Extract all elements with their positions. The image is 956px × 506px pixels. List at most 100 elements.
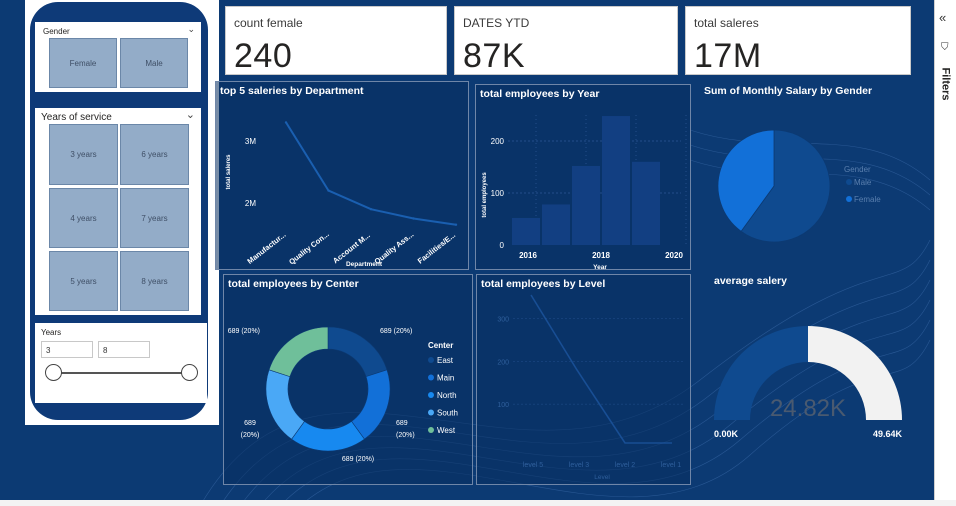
top5-xtick: Manufactur... — [245, 230, 287, 266]
by-gender-legend-marker — [846, 196, 852, 202]
by-center-legend-title: Center — [428, 341, 453, 350]
by-center-slice-east — [327, 326, 388, 378]
service-option-6[interactable]: 6 years — [120, 124, 189, 185]
top5-ytick: 3M — [245, 137, 256, 146]
by-center-data-label: 689 — [244, 420, 256, 427]
kpi-count-female-label: count female — [234, 16, 303, 30]
by-gender-title: Sum of Monthly Salary by Gender — [704, 85, 873, 97]
filters-pane[interactable]: « ⛉ Filters — [934, 0, 956, 506]
by-level-xtick: level 5 — [523, 462, 543, 469]
top5-point — [369, 208, 373, 211]
years-slider-min-handle[interactable] — [45, 364, 62, 381]
by-center-slice-main — [351, 369, 391, 440]
by-level-xtick: level 2 — [615, 462, 635, 469]
top5-salaries-visual[interactable]: top 5 saleries by Department 3M 2M Manufac… — [215, 81, 469, 270]
chevron-down-icon[interactable]: ⌄ — [187, 24, 195, 34]
top5-ylabel: total saleres — [226, 154, 232, 190]
by-year-xtick: 2020 — [665, 251, 683, 260]
kpi-count-female-value: 240 — [234, 37, 293, 75]
employees-by-year-visual[interactable]: total employees by Year 200 100 0 2016 2018 2… — [475, 84, 691, 271]
years-slicer-title: Years — [41, 328, 62, 337]
service-option-5[interactable]: 5 years — [49, 251, 118, 311]
avg-salary-max-label: 49.64K — [873, 429, 903, 439]
gender-option-female[interactable]: Female — [49, 38, 117, 88]
top5-point — [327, 189, 330, 192]
avg-salary-gauge-remainder — [808, 326, 902, 420]
kpi-count-female: count female 240 — [225, 6, 447, 75]
by-center-slice-north — [291, 420, 365, 452]
by-level-ytick: 200 — [497, 359, 509, 366]
gender-option-male[interactable]: Male — [120, 38, 188, 88]
by-year-bar — [602, 116, 630, 245]
by-year-bar — [572, 165, 600, 245]
service-option-4[interactable]: 4 years — [49, 188, 118, 248]
by-center-data-label: 689 (20%) — [228, 328, 260, 335]
gender-slicer-title: Gender — [43, 27, 70, 36]
salary-by-gender-visual[interactable]: Sum of Monthly Salary by Gender Gender Ma… — [698, 82, 912, 250]
years-of-service-title: Years of service — [41, 112, 112, 123]
by-gender-legend-label: Female — [854, 195, 881, 204]
kpi-total-salaries-label: total saleres — [694, 16, 759, 30]
avg-salary-gauge: 24.82K 0.00K 49.64K — [714, 326, 903, 439]
service-option-8[interactable]: 8 years — [120, 251, 189, 311]
by-year-title: total employees by Year — [480, 88, 600, 100]
top5-ytick: 2M — [245, 199, 256, 208]
by-year-ylabel: total employees — [482, 172, 488, 218]
by-center-legend-label: North — [437, 391, 457, 400]
kpi-dates-ytd-value: 87K — [463, 37, 525, 75]
avg-salary-min-label: 0.00K — [714, 429, 739, 439]
years-slider-max-handle[interactable] — [181, 364, 198, 381]
by-center-data-label: 689 (20%) — [342, 456, 374, 463]
by-center-data-label: 689 — [396, 420, 408, 427]
employees-by-center-visual[interactable]: total employees by Center 689 (20%) 689 (… — [223, 274, 473, 485]
avg-salary-gauge-fill — [714, 326, 808, 420]
filters-label: Filters — [939, 67, 952, 101]
kpi-total-salaries-value: 17M — [694, 37, 762, 75]
years-min-input[interactable]: 3 — [41, 341, 93, 358]
by-level-ytick: 300 — [497, 316, 509, 323]
top5-title: top 5 saleries by Department — [220, 85, 364, 97]
top5-xtick: Quality Con... — [287, 230, 331, 267]
by-center-legend-marker — [428, 357, 434, 363]
by-gender-slice-male — [740, 129, 831, 243]
by-year-chart: 200 100 0 2016 2018 2020 Year total employees — [482, 115, 687, 271]
by-center-data-label-pct: (20%) — [241, 432, 260, 439]
page-tab-bar[interactable] — [0, 500, 956, 506]
service-option-7[interactable]: 7 years — [120, 188, 189, 248]
by-gender-slice-female — [717, 129, 775, 232]
years-slider-track[interactable] — [53, 372, 189, 374]
by-center-legend-marker — [428, 427, 434, 433]
by-gender-legend-label: Male — [854, 178, 872, 187]
by-center-legend-label: South — [437, 409, 458, 418]
by-year-ytick: 200 — [491, 137, 505, 146]
service-option-3[interactable]: 3 years — [49, 124, 118, 185]
filter-icon: ⛉ — [941, 42, 949, 53]
top5-point — [412, 217, 415, 220]
by-level-series-line — [530, 294, 672, 444]
by-level-chart: 300 200 100 level 5 level 3 level 2 level 1 Lev… — [497, 294, 685, 481]
by-center-legend-label: West — [437, 426, 456, 435]
by-year-xtick: 2018 — [592, 251, 610, 260]
by-center-chart: 689 (20%) 689 (20%) 689 (20%) 689 (20%) 689 (2… — [228, 326, 458, 463]
employees-by-level-visual[interactable]: total employees by Level 300 200 100 level … — [476, 274, 691, 485]
kpi-dates-ytd-label: DATES YTD — [463, 16, 530, 30]
chevron-down-icon[interactable]: ⌄ — [185, 109, 195, 121]
by-year-ytick: 100 — [491, 189, 505, 198]
by-level-xlabel: Level — [594, 474, 610, 481]
by-center-legend-marker — [428, 392, 434, 398]
by-level-title: total employees by Level — [481, 278, 606, 290]
years-max-input[interactable]: 8 — [98, 341, 150, 358]
by-center-data-label-pct: (20%) — [396, 432, 415, 439]
by-year-xlabel: Year — [593, 264, 607, 271]
years-of-service-slicer: Years of service ⌄ 3 years 6 years 4 yea… — [35, 108, 201, 315]
by-center-title: total employees by Center — [228, 278, 359, 290]
gender-slicer: Gender ⌄ Female Male — [35, 22, 201, 92]
average-salary-visual[interactable]: average salery 24.82K 0.00K 49.64K — [706, 270, 912, 450]
by-gender-chart: Gender Male Female — [717, 129, 881, 243]
by-year-bar — [542, 204, 570, 245]
by-center-data-label: 689 (20%) — [380, 328, 412, 335]
by-level-xtick: level 1 — [661, 462, 681, 469]
by-gender-legend-title: Gender — [844, 165, 871, 174]
collapse-icon[interactable]: « — [939, 10, 947, 25]
by-year-bar — [632, 161, 660, 245]
